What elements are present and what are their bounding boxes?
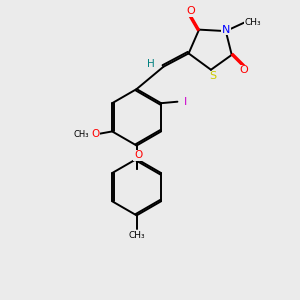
Text: I: I bbox=[184, 97, 187, 107]
Text: S: S bbox=[209, 71, 216, 81]
Text: O: O bbox=[92, 129, 100, 140]
Text: O: O bbox=[186, 6, 195, 16]
Text: CH₃: CH₃ bbox=[128, 231, 145, 240]
Text: CH₃: CH₃ bbox=[245, 18, 261, 27]
Text: O: O bbox=[240, 65, 249, 75]
Text: CH₃: CH₃ bbox=[73, 130, 89, 139]
Text: H: H bbox=[147, 59, 155, 69]
Text: N: N bbox=[222, 25, 230, 34]
Text: O: O bbox=[134, 150, 142, 160]
